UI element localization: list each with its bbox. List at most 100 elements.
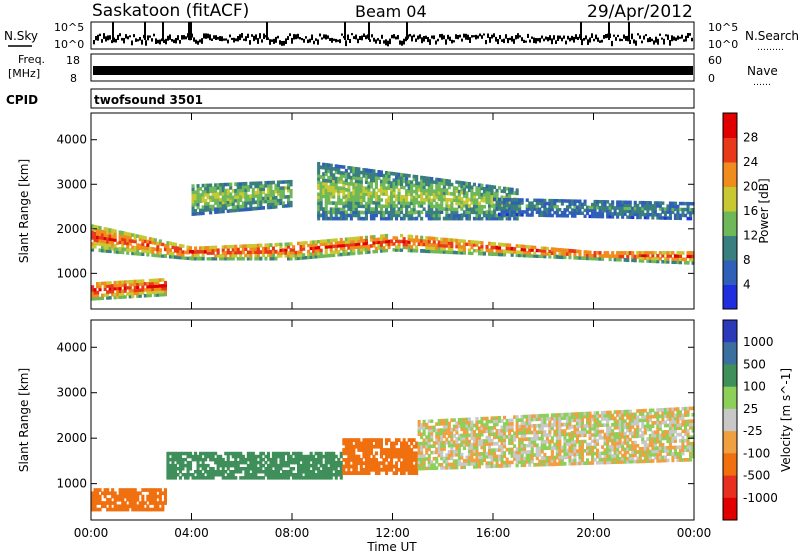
data-cell: [196, 460, 200, 465]
freq-sample: [281, 66, 283, 75]
data-cell: [462, 430, 466, 435]
data-cell: [555, 254, 559, 259]
data-cell: [405, 201, 409, 205]
nsky-sample: [647, 38, 649, 43]
data-cell: [332, 473, 336, 477]
data-cell: [244, 181, 248, 186]
data-cell: [641, 206, 645, 211]
data-cell: [442, 421, 446, 426]
data-cell: [349, 166, 353, 170]
data-cell: [503, 243, 507, 247]
data-cell: [379, 170, 383, 174]
data-cell: [397, 451, 401, 456]
data-cell: [337, 189, 341, 193]
data-cell: [337, 470, 341, 474]
data-cell: [603, 251, 607, 255]
freq-sample: [537, 66, 539, 75]
data-cell: [415, 464, 419, 469]
data-cell: [284, 463, 288, 468]
data-cell: [271, 463, 275, 468]
data-cell: [455, 180, 459, 184]
data-cell: [329, 253, 333, 258]
data-cell: [493, 194, 497, 199]
freq-sample: [665, 66, 667, 75]
data-cell: [515, 431, 519, 435]
data-cell: [412, 207, 416, 212]
nsky-sample: [291, 37, 293, 44]
data-cell: [385, 198, 389, 203]
data-cell: [131, 282, 135, 287]
data-cell: [334, 201, 338, 205]
freq-sample: [331, 66, 333, 75]
data-cell: [241, 204, 245, 209]
data-cell: [289, 457, 293, 462]
data-cell: [402, 467, 406, 472]
nsearch-label: N.Search: [745, 29, 799, 43]
data-cell: [357, 170, 361, 174]
data-cell: [98, 488, 102, 492]
data-cell: [284, 186, 288, 190]
data-cell: [334, 185, 338, 190]
data-cell: [138, 288, 142, 292]
data-cell: [508, 428, 512, 433]
data-cell: [128, 238, 132, 243]
data-cell: [628, 200, 632, 205]
data-cell: [211, 257, 215, 261]
data-cell: [362, 441, 366, 446]
data-cell: [432, 466, 436, 470]
data-cell: [603, 254, 607, 258]
data-cell: [96, 238, 100, 243]
data-cell: [96, 501, 100, 505]
nsky-sample: [587, 39, 589, 45]
data-cell: [603, 203, 607, 207]
nsky-sample: [573, 36, 575, 43]
data-cell: [412, 189, 416, 194]
data-cell: [131, 501, 135, 505]
data-cell: [651, 256, 655, 261]
freq-sample: [103, 66, 105, 75]
data-cell: [608, 215, 612, 219]
data-cell: [500, 432, 504, 436]
data-cell: [369, 194, 373, 199]
data-cell: [631, 206, 635, 211]
data-cell: [317, 460, 321, 465]
beam-title: Beam 04: [355, 2, 427, 21]
freq-sample: [485, 66, 487, 75]
data-cell: [490, 464, 494, 469]
data-cell: [256, 476, 260, 480]
data-cell: [420, 204, 424, 208]
data-cell: [354, 170, 358, 174]
data-cell: [347, 191, 351, 196]
data-cell: [91, 242, 95, 246]
data-cell: [327, 473, 331, 477]
data-cell: [417, 432, 421, 437]
data-cell: [106, 249, 110, 253]
data-cell: [472, 442, 476, 447]
data-cell: [500, 419, 504, 423]
data-cell: [176, 454, 180, 459]
data-cell: [136, 249, 140, 253]
data-cell: [349, 182, 353, 186]
data-cell: [269, 460, 273, 465]
data-cell: [477, 442, 481, 447]
data-cell: [121, 292, 125, 296]
data-cell: [565, 412, 569, 417]
freq-units: [MHz]: [8, 67, 40, 80]
data-cell: [447, 440, 451, 445]
data-cell: [284, 473, 288, 477]
data-cell: [472, 207, 476, 212]
data-cell: [452, 459, 456, 464]
data-cell: [382, 458, 386, 462]
data-cell: [211, 192, 215, 196]
data-cell: [344, 464, 348, 469]
data-cell: [317, 470, 321, 474]
freq-sample: [261, 66, 263, 75]
freq-sample: [655, 66, 657, 75]
data-cell: [251, 200, 255, 205]
data-cell: [548, 210, 552, 215]
data-cell: [520, 456, 524, 461]
data-cell: [332, 454, 336, 459]
data-cell: [214, 192, 218, 196]
data-cell: [269, 243, 273, 248]
data-cell: [498, 464, 502, 468]
